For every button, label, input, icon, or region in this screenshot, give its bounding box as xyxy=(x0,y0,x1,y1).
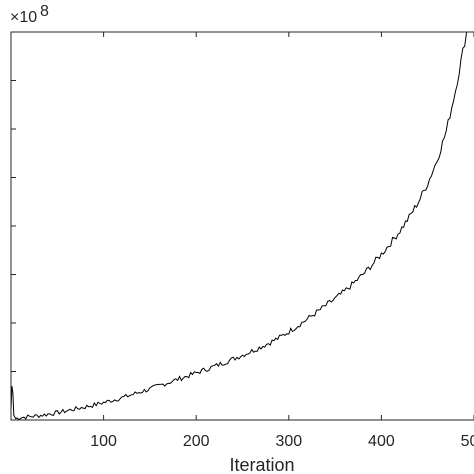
series-line xyxy=(10,31,474,421)
x-axis-ticks: 100 200 300 400 500 xyxy=(90,32,474,450)
x-axis-title: Iteration xyxy=(229,455,294,474)
x-tick-label: 100 xyxy=(90,433,117,450)
x-tick-label: 400 xyxy=(368,433,395,450)
plot-area-frame xyxy=(10,31,474,421)
x-tick-label: 200 xyxy=(183,433,210,450)
x-tick-label: 500 xyxy=(461,433,474,450)
y-axis-exponent-label: ×10 xyxy=(10,9,37,26)
y-axis-ticks xyxy=(11,80,16,372)
x-tick-label: 300 xyxy=(275,433,302,450)
y-axis-exponent-power: 8 xyxy=(40,3,49,20)
